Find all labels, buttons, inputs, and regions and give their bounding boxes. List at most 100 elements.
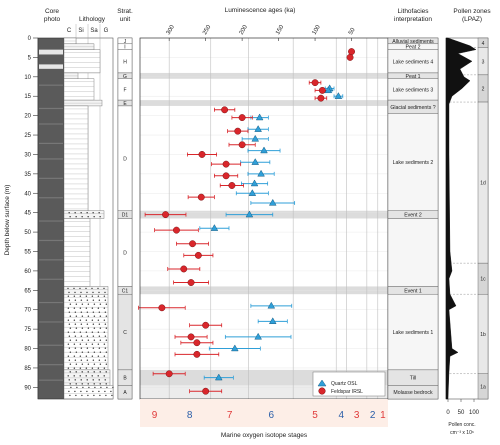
quartz-osl-point bbox=[251, 134, 260, 142]
gravel-dot bbox=[91, 319, 94, 321]
core-stripe bbox=[39, 344, 63, 346]
pollen-tick-0: 0 bbox=[446, 410, 450, 416]
gravel-dot bbox=[81, 363, 84, 365]
gravel-dot bbox=[97, 287, 99, 290]
feldspar-irsl-point bbox=[158, 304, 166, 312]
core-photo-header-2: photo bbox=[44, 16, 61, 23]
gravel-dot bbox=[80, 291, 82, 294]
gravel-dot bbox=[87, 315, 90, 317]
feldspar-irsl-point bbox=[222, 172, 230, 180]
gravel-dot bbox=[75, 351, 78, 353]
gravel-dot bbox=[80, 390, 82, 393]
gravel-dot bbox=[74, 359, 77, 361]
facies-label: Event 1 bbox=[404, 288, 422, 294]
gravel-dot bbox=[69, 339, 72, 341]
core-stripe bbox=[39, 220, 63, 222]
luminescence-plot: 300 250 200 150 100 50 bbox=[138, 24, 389, 427]
quartz-osl-point bbox=[214, 373, 223, 381]
gravel-dot bbox=[85, 287, 87, 290]
feldspar-irsl-point bbox=[187, 333, 195, 341]
column-headers: Core photo Lithology Strat. unit Lumines… bbox=[44, 7, 491, 34]
gravel-dot bbox=[68, 212, 70, 214]
depth-tick-label: 40 bbox=[24, 191, 31, 197]
gravel-dot bbox=[74, 335, 77, 337]
gravel-dot bbox=[98, 379, 100, 381]
quartz-osl-point bbox=[268, 317, 277, 325]
gravel-dot bbox=[91, 307, 94, 309]
gravel-dot bbox=[86, 323, 89, 325]
lithology-header: Lithology bbox=[79, 16, 106, 23]
gravel-dot bbox=[92, 379, 94, 381]
depth-tick-label: 80 bbox=[24, 347, 31, 353]
gravel-dot bbox=[87, 371, 89, 373]
gravel-dot bbox=[79, 355, 82, 357]
strat-unit-label: A bbox=[123, 390, 127, 396]
gravel-dot bbox=[81, 216, 83, 218]
lithofacies-header-2: interpretation bbox=[394, 16, 432, 23]
facies-label: Lake sediments 3 bbox=[393, 87, 434, 93]
x-tick-label: 300 bbox=[166, 24, 177, 36]
gravel-dot bbox=[103, 331, 106, 333]
gravel-dot bbox=[68, 311, 71, 313]
gravel-dot bbox=[99, 351, 102, 353]
feldspar-irsl-point bbox=[165, 370, 173, 378]
strat-unit-label: D1 bbox=[122, 213, 129, 219]
gravel-dot bbox=[81, 327, 84, 329]
strat-unit-label: I bbox=[124, 45, 125, 51]
pollen-column: 4 3 2 1d 1c 1b 1a bbox=[445, 37, 489, 402]
feldspar-irsl-point bbox=[346, 53, 354, 61]
facies-box bbox=[387, 113, 439, 211]
gravel-dot bbox=[80, 212, 82, 214]
facies-label: Lake sediments 1 bbox=[393, 330, 434, 336]
gravel-dot bbox=[98, 335, 101, 337]
strat-units-column: JI H G F E D D1 D C1 C B A bbox=[117, 37, 133, 400]
quartz-osl-point bbox=[210, 224, 219, 231]
gravel-dot bbox=[93, 327, 96, 329]
strat-unit-label: B bbox=[123, 376, 127, 382]
gravel-dot bbox=[104, 390, 106, 393]
gravel-dot bbox=[74, 347, 77, 349]
x-tick-label: 200 bbox=[239, 24, 250, 36]
gravel-dot bbox=[69, 216, 71, 218]
quartz-osl-point bbox=[251, 158, 260, 165]
lithofacies-header-1: Lithofacies bbox=[397, 8, 429, 15]
feldspar-irsl-point bbox=[234, 127, 242, 135]
gravel-dot bbox=[87, 383, 89, 385]
gravel-dot bbox=[103, 319, 106, 321]
gravel-dot bbox=[91, 367, 94, 369]
depth-tick-label: 20 bbox=[24, 114, 31, 120]
gravel-dot bbox=[85, 375, 87, 377]
gravel-dot bbox=[92, 323, 95, 325]
gravel-dot bbox=[98, 299, 101, 301]
gravel-dot bbox=[85, 343, 88, 345]
gravel-dot bbox=[111, 394, 113, 397]
mis-label: 3 bbox=[354, 410, 360, 421]
gravel-dot bbox=[74, 299, 77, 301]
lithology-layer bbox=[63, 286, 109, 295]
facies-box bbox=[387, 385, 439, 400]
feldspar-irsl-point bbox=[198, 151, 206, 158]
core-stripe bbox=[39, 177, 63, 179]
gravel-dot bbox=[79, 295, 82, 297]
mis-label: 4 bbox=[339, 410, 345, 421]
gravel-dot bbox=[67, 287, 69, 290]
gravel-dot bbox=[97, 295, 100, 297]
gravel-dot bbox=[93, 351, 96, 353]
pollen-xlabel-2: cm⁻³ x 10⁶ bbox=[450, 430, 474, 436]
gravel-dot bbox=[80, 299, 83, 301]
pollen-xlabel-1: Pollen conc. bbox=[448, 422, 475, 428]
core-stripe bbox=[39, 278, 63, 280]
depth-tick-label: 0 bbox=[28, 36, 32, 42]
gravel-dot bbox=[68, 390, 70, 393]
gravel-dot bbox=[92, 212, 94, 214]
gravel-dot bbox=[103, 307, 106, 309]
gravel-dot bbox=[80, 379, 82, 381]
pollen-zone-label: 1d bbox=[480, 181, 486, 187]
gravel-dot bbox=[105, 327, 108, 329]
gravel-dot bbox=[99, 363, 102, 365]
depth-tick-label: 45 bbox=[24, 211, 31, 217]
gravel-dot bbox=[74, 379, 76, 381]
gravel-dot bbox=[93, 315, 96, 317]
gravel-dot bbox=[69, 383, 71, 385]
gravel-dot bbox=[75, 363, 78, 365]
